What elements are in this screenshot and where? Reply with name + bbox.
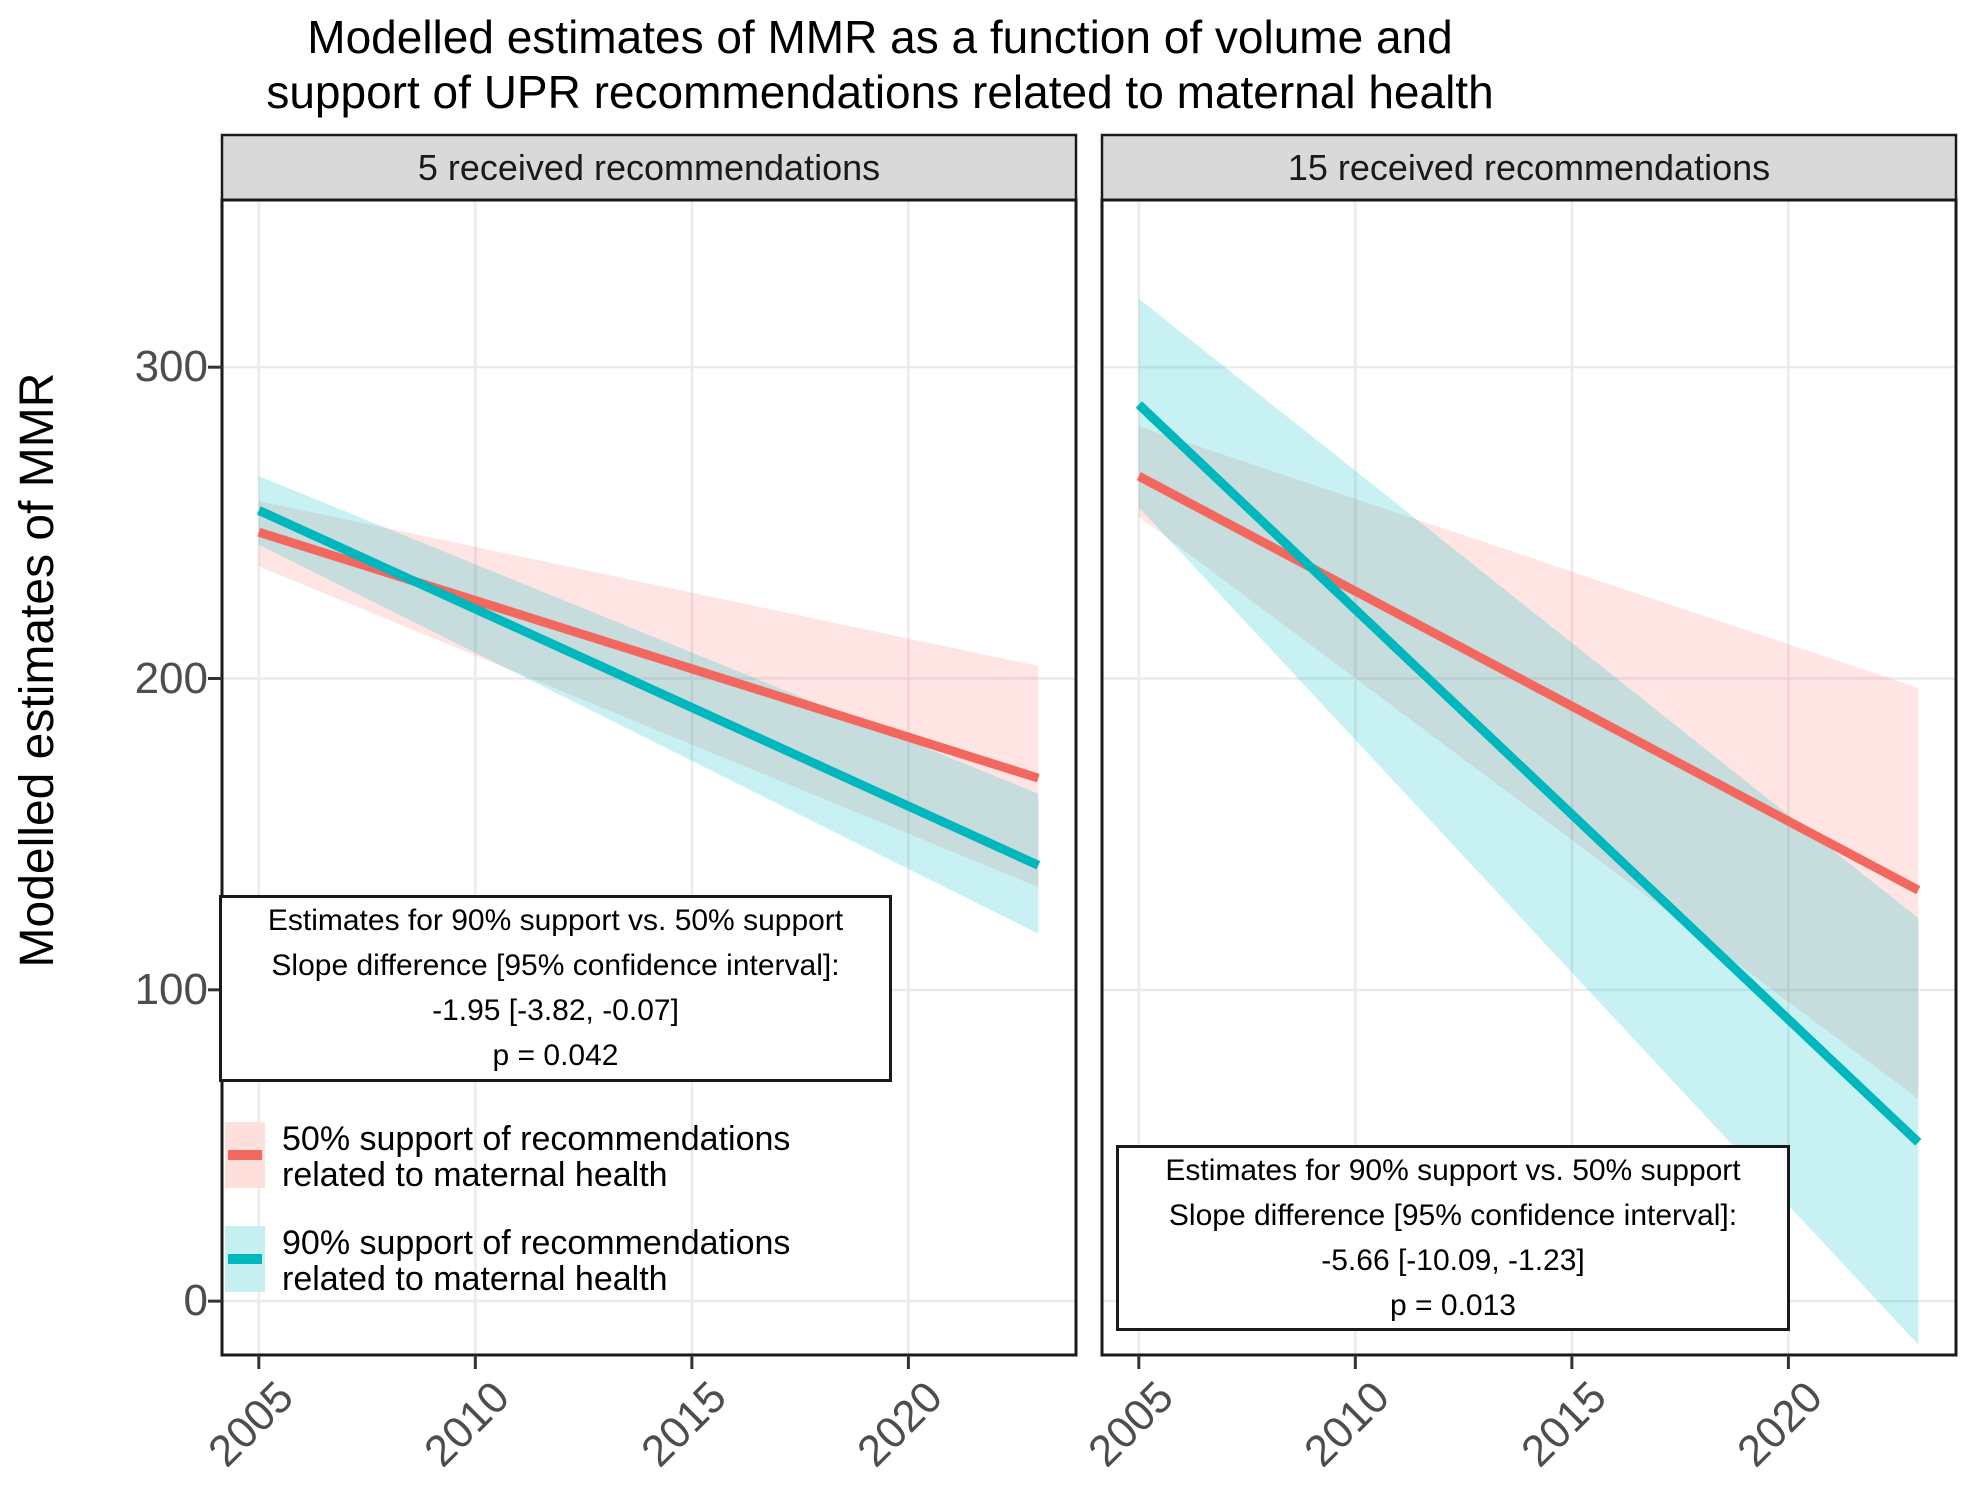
chart-title-line1: Modelled estimates of MMR as a function …: [307, 11, 1453, 63]
y-tick-label: 100: [134, 964, 208, 1014]
annotation-line: Slope difference [95% confidence interva…: [271, 948, 840, 982]
legend-key-50: [225, 1122, 265, 1188]
annotation-line: Estimates for 90% support vs. 50% suppor…: [1165, 1153, 1741, 1187]
annotation-line: Estimates for 90% support vs. 50% suppor…: [267, 903, 844, 937]
annotation-box-facet1: Estimates for 90% support vs. 50% suppor…: [219, 895, 892, 1082]
annotation-line: p = 0.042: [492, 1039, 619, 1073]
legend-label-90: 90% support of recommendations related t…: [282, 1224, 791, 1298]
facet-strip-label-left: 5 received recommendations: [417, 146, 881, 188]
legend-keyline-90: [228, 1254, 262, 1264]
legend-keyline-50: [228, 1150, 262, 1160]
annotation-line: -5.66 [-10.09, -1.23]: [1321, 1243, 1585, 1277]
chart-title-line2: support of UPR recommendations related t…: [266, 66, 1494, 118]
chart-title: Modelled estimates of MMR as a function …: [60, 10, 1700, 120]
legend-key-90: [225, 1226, 265, 1292]
y-tick-label: 0: [183, 1276, 208, 1326]
y-tick-label: 200: [134, 653, 208, 703]
annotation-line: p = 0.013: [1390, 1288, 1516, 1322]
legend-label-50: 50% support of recommendations related t…: [282, 1120, 791, 1194]
y-tick-label: 300: [134, 342, 208, 392]
annotation-line: -1.95 [-3.82, -0.07]: [432, 994, 679, 1028]
annotation-box-facet2: Estimates for 90% support vs. 50% suppor…: [1116, 1145, 1790, 1331]
facet-strip-label-right: 15 received recommendations: [1287, 146, 1771, 188]
annotation-line: Slope difference [95% confidence interva…: [1168, 1198, 1738, 1232]
